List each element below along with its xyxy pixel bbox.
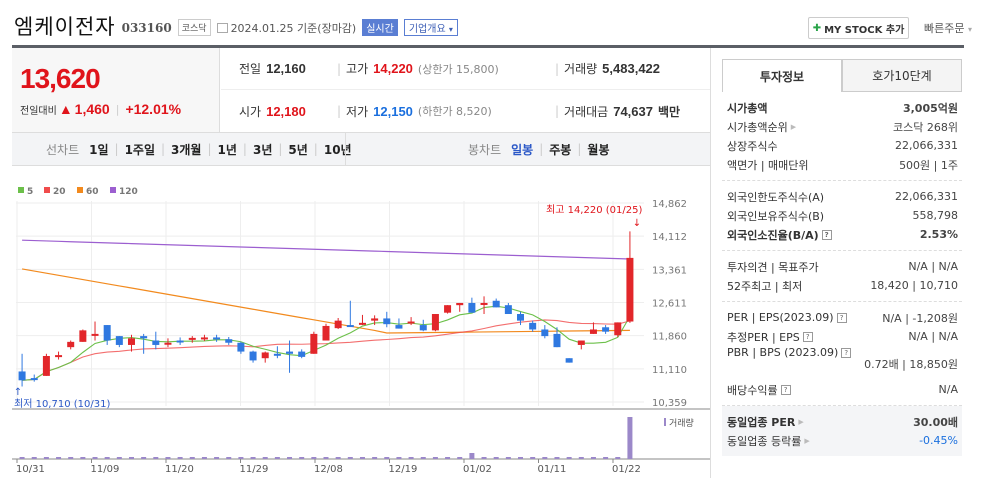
- line-period-3[interactable]: 1년: [217, 142, 237, 157]
- open-price: 12,180: [266, 103, 306, 119]
- svg-text:10,359: 10,359: [652, 398, 687, 409]
- trade-amount: 74,637: [613, 103, 653, 119]
- quick-order-dropdown[interactable]: 빠른주문 ▾: [924, 22, 972, 35]
- svg-text:13,361: 13,361: [652, 265, 687, 276]
- stock-code: 033160: [121, 21, 172, 35]
- chevron-down-icon: ▾: [967, 25, 972, 34]
- chart-period-bar: 선차트 1일 | 1주일 | 3개월 | 1년 | 3년 | 5년 | 10년 봉차트 일봉 | 주봉 | 월봉: [12, 132, 710, 166]
- info-row[interactable]: 시가총액순위 ▶ 코스닥 268위: [727, 120, 958, 134]
- divider: [12, 45, 964, 48]
- line-period-1[interactable]: 1주일: [124, 142, 155, 157]
- svg-text:01/22: 01/22: [612, 464, 641, 475]
- my-stock-add-button[interactable]: ✚ MY STOCK 추가: [808, 17, 909, 39]
- stock-chart[interactable]: 5 20 60 120 14,862 14,112 13,361 12,611 11,860 11…: [12, 176, 710, 478]
- candle-period-1[interactable]: 주봉: [549, 142, 572, 157]
- arrow-right-icon: ▶: [790, 122, 797, 131]
- low-price: 12,150: [373, 103, 413, 119]
- info-row: 외국인보유주식수(B) 558,798: [727, 209, 958, 223]
- company-name: 엠케이전자: [14, 15, 116, 39]
- svg-text:11/20: 11/20: [165, 464, 194, 475]
- line-period-4[interactable]: 3년: [252, 142, 273, 157]
- svg-text:최저 10,710 (10/31): 최저 10,710 (10/31): [14, 398, 110, 410]
- help-icon[interactable]: ?: [802, 331, 813, 342]
- up-arrow-icon: ▲: [58, 101, 73, 117]
- svg-text:12/19: 12/19: [389, 464, 418, 475]
- info-row: 추정PER | EPS? N/A | N/A: [727, 330, 958, 344]
- stock-header: 엠케이전자 033160 코스닥 2024.01.25 기준(장마감) 실시간 …: [14, 10, 458, 42]
- svg-text:11,110: 11,110: [652, 365, 687, 376]
- arrow-right-icon: ▶: [798, 417, 804, 426]
- svg-text:01/02: 01/02: [463, 464, 492, 475]
- svg-text:최고 14,220 (01/25): 최고 14,220 (01/25): [546, 204, 642, 216]
- line-period-5[interactable]: 5년: [288, 142, 308, 157]
- info-row[interactable]: 동일업종 등락률 ▶ -0.45%: [727, 434, 958, 448]
- svg-text:10/31: 10/31: [16, 464, 45, 475]
- volume: 5,483,422: [602, 61, 661, 76]
- info-row: 외국인소진율(B/A)? 2.53%: [727, 228, 958, 242]
- line-period-2[interactable]: 3개월: [171, 142, 202, 157]
- tab-order-book[interactable]: 호가10단계: [842, 59, 962, 92]
- help-icon[interactable]: ?: [841, 347, 852, 358]
- arrow-right-icon: ▶: [804, 436, 810, 445]
- line-period-6[interactable]: 10년: [323, 142, 352, 157]
- tab-invest-info[interactable]: 투자정보: [722, 59, 842, 92]
- info-row: 액면가 | 매매단위 500원 | 1주: [727, 158, 958, 172]
- svg-text:↑: ↑: [14, 387, 22, 398]
- corp-overview-dropdown[interactable]: 기업개요 ▾: [403, 19, 458, 36]
- svg-text:11/29: 11/29: [240, 464, 269, 475]
- svg-text:11,860: 11,860: [652, 332, 687, 343]
- high-price: 14,220: [373, 61, 413, 76]
- svg-text:12,611: 12,611: [652, 299, 687, 310]
- price-stats: 전일 12,160 | 고가 14,220 (상한가 15,800) | 거래량 5,483…: [221, 48, 710, 132]
- svg-text:12/08: 12/08: [314, 464, 343, 475]
- realtime-button[interactable]: 실시간: [362, 19, 398, 36]
- candle-period-0[interactable]: 일봉: [511, 142, 534, 157]
- price-change: 전일대비 ▲ 1,460 | +12.01%: [20, 101, 182, 117]
- info-row: PBR | BPS (2023.09)? 0.72배 | 18,850원: [727, 346, 958, 371]
- svg-text:14,112: 14,112: [652, 232, 687, 243]
- info-row: 배당수익률? N/A: [727, 383, 958, 397]
- current-price: 13,620: [20, 63, 101, 94]
- candle-period-2[interactable]: 월봉: [587, 142, 610, 157]
- info-row: 상장주식수 22,066,331: [727, 139, 958, 153]
- info-row: 시가총액 3,005억원: [727, 101, 958, 115]
- svg-text:01/11: 01/11: [538, 464, 567, 475]
- calendar-icon: [216, 22, 228, 33]
- plus-icon: ✚: [812, 22, 822, 34]
- info-row: 투자의견 | 목표주가 N/A | N/A: [727, 260, 958, 274]
- divider: [710, 48, 711, 478]
- svg-text:120: 120: [119, 187, 138, 197]
- help-icon[interactable]: ?: [836, 312, 847, 323]
- svg-text:11/09: 11/09: [91, 464, 120, 475]
- svg-text:↓: ↓: [633, 218, 641, 229]
- chevron-down-icon: ▾: [448, 25, 453, 34]
- svg-text:14,862: 14,862: [652, 199, 687, 210]
- market-badge: 코스닥: [177, 19, 211, 36]
- help-icon[interactable]: ?: [780, 384, 791, 395]
- svg-text:거래량: 거래량: [669, 417, 694, 429]
- svg-text:20: 20: [53, 187, 66, 197]
- change-pct: +12.01%: [125, 101, 182, 117]
- info-row: PER | EPS(2023.09)? N/A | -1,208원: [727, 311, 958, 325]
- info-row[interactable]: 동일업종 PER ▶ 30.00배: [727, 415, 958, 429]
- info-row: 52주최고 | 최저 18,420 | 10,710: [727, 279, 958, 293]
- price-box: 13,620 전일대비 ▲ 1,460 | +12.01%: [12, 48, 220, 132]
- info-row: 외국인한도주식수(A) 22,066,331: [727, 190, 958, 204]
- help-icon[interactable]: ?: [821, 229, 832, 240]
- prev-close: 12,160: [266, 61, 306, 76]
- date-text: 2024.01.25 기준(장마감): [216, 20, 356, 36]
- svg-text:60: 60: [86, 187, 99, 197]
- svg-text:5: 5: [27, 187, 33, 197]
- line-period-0[interactable]: 1일: [89, 142, 109, 157]
